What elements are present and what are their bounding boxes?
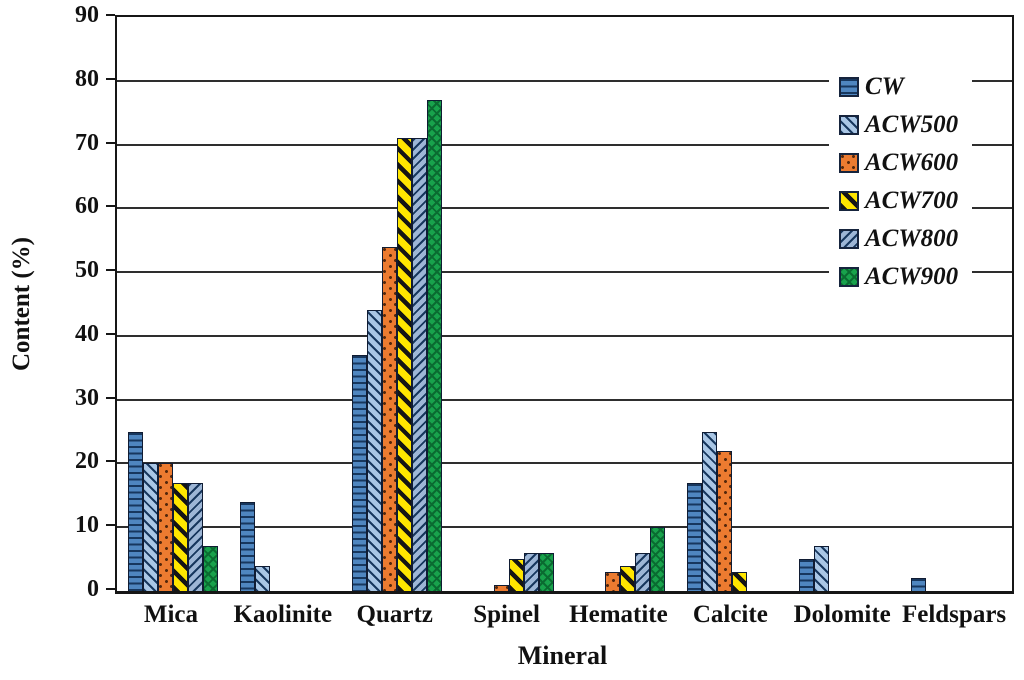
legend-swatch-acw800 — [839, 228, 859, 249]
bar-quartz-acw900 — [426, 99, 442, 591]
bar-calcite-acw700 — [732, 571, 748, 591]
category-label-kaolinite: Kaolinite — [233, 601, 333, 628]
y-tick-label-20: 20 — [75, 448, 99, 475]
category-label-feldspars: Feldspars — [901, 601, 1007, 628]
gridline-30 — [117, 398, 1012, 401]
y-tick-label-50: 50 — [75, 257, 99, 284]
legend: CW ACW500 ACW600 ACW700 ACW800 ACW900 — [829, 64, 973, 299]
legend-label-cw: CW — [865, 73, 904, 100]
gridline-50 — [117, 271, 1012, 274]
bar-feldspars-cw — [911, 578, 927, 591]
x-axis-title: Mineral — [517, 641, 608, 670]
bar-kaolinite-acw500 — [254, 565, 270, 591]
plot-area: CW ACW500 ACW600 ACW700 ACW800 ACW900 — [115, 15, 1014, 594]
legend-swatch-acw600 — [839, 152, 859, 173]
y-tick-mark-90 — [106, 14, 115, 16]
bar-hematite-acw700 — [620, 565, 636, 591]
legend-item-acw500: ACW500 — [839, 110, 958, 139]
y-tick-mark-40 — [106, 332, 115, 335]
gridline-80 — [117, 79, 1012, 82]
bar-calcite-cw — [687, 482, 703, 591]
y-tick-mark-10 — [106, 524, 115, 527]
bar-mica-acw700 — [172, 482, 188, 591]
bar-quartz-acw500 — [366, 310, 382, 591]
category-label-mica: Mica — [143, 601, 198, 628]
category-label-calcite: Calcite — [692, 601, 768, 628]
legend-swatch-cw — [839, 76, 859, 97]
y-tick-mark-80 — [106, 77, 115, 80]
legend-item-acw700: ACW700 — [839, 186, 958, 215]
bar-quartz-acw800 — [411, 138, 427, 591]
y-tick-label-30: 30 — [75, 384, 99, 411]
bar-spinel-acw600 — [493, 584, 509, 591]
legend-label-acw500: ACW500 — [865, 111, 959, 138]
bar-quartz-acw600 — [381, 246, 397, 591]
gridline-20 — [117, 462, 1012, 465]
y-tick-label-10: 10 — [75, 512, 99, 539]
bar-hematite-acw600 — [605, 571, 621, 591]
y-tick-mark-0 — [106, 588, 115, 590]
y-tick-mark-60 — [106, 205, 115, 208]
gridline-40 — [117, 334, 1012, 337]
y-tick-label-60: 60 — [75, 193, 99, 220]
y-tick-label-0: 0 — [87, 576, 99, 602]
y-tick-label-80: 80 — [75, 65, 99, 92]
y-tick-label-70: 70 — [75, 129, 99, 156]
bar-mica-acw900 — [202, 546, 218, 591]
bar-mica-acw600 — [157, 463, 173, 591]
bar-mica-acw500 — [142, 463, 158, 591]
legend-swatch-acw900 — [839, 266, 859, 287]
bar-spinel-acw900 — [538, 552, 554, 591]
bar-mica-acw800 — [187, 482, 203, 591]
bar-hematite-acw800 — [635, 552, 651, 591]
legend-label-acw800: ACW800 — [865, 225, 959, 252]
legend-swatch-acw700 — [839, 190, 859, 211]
y-tick-mark-20 — [106, 460, 115, 463]
gridline-60 — [117, 207, 1012, 210]
bar-dolomite-cw — [799, 559, 815, 591]
legend-item-acw900: ACW900 — [839, 262, 958, 291]
gridline-70 — [117, 143, 1012, 146]
legend-label-acw900: ACW900 — [865, 263, 959, 290]
legend-item-acw600: ACW600 — [839, 148, 958, 177]
y-tick-label-90: 90 — [75, 2, 99, 28]
bar-quartz-cw — [351, 355, 367, 591]
category-label-dolomite: Dolomite — [793, 601, 891, 628]
bar-calcite-acw600 — [717, 450, 733, 591]
category-label-spinel: Spinel — [473, 601, 540, 628]
legend-swatch-acw500 — [839, 114, 859, 135]
y-tick-mark-70 — [106, 141, 115, 144]
category-label-hematite: Hematite — [569, 601, 668, 628]
bar-calcite-acw500 — [702, 431, 718, 591]
bar-spinel-acw800 — [523, 552, 539, 591]
y-tick-mark-50 — [106, 269, 115, 272]
bar-mica-cw — [127, 431, 143, 591]
legend-label-acw700: ACW700 — [865, 187, 959, 214]
bar-quartz-acw700 — [396, 138, 412, 591]
bar-dolomite-acw500 — [814, 546, 830, 591]
category-label-quartz: Quartz — [356, 601, 433, 628]
bar-hematite-acw900 — [650, 527, 666, 591]
y-tick-mark-30 — [106, 396, 115, 399]
legend-item-acw800: ACW800 — [839, 224, 958, 253]
bar-spinel-acw700 — [508, 559, 524, 591]
y-tick-label-40: 40 — [75, 320, 99, 347]
legend-item-cw: CW — [839, 72, 958, 101]
y-axis-title: Content (%) — [8, 237, 35, 372]
bar-kaolinite-cw — [239, 501, 255, 591]
legend-label-acw600: ACW600 — [865, 149, 959, 176]
gridline-10 — [117, 526, 1012, 529]
